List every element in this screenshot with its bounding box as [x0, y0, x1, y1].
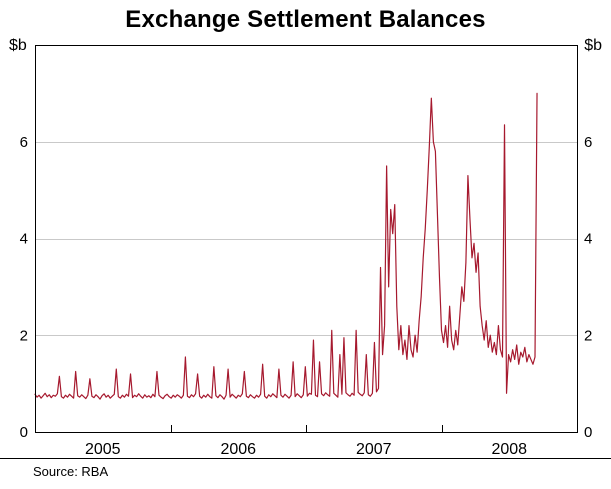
y-tick-labels-right: 0 2 4 6 [584, 134, 592, 441]
y-tick-labels-left: 0 2 4 6 [20, 134, 28, 441]
y-axis-unit-right: $b [584, 37, 602, 54]
footer-rule [0, 458, 611, 459]
x-tick-marks [171, 425, 443, 432]
y-tick-label: 0 [20, 424, 28, 441]
y-tick-label: 2 [584, 327, 592, 344]
x-tick-labels: 2005 2006 2007 2008 [85, 441, 527, 458]
y-axis-unit-left: $b [9, 37, 27, 54]
source-note: Source: RBA [33, 464, 109, 479]
plot-border [35, 45, 578, 433]
y-tick-label: 6 [584, 134, 592, 151]
x-tick-label: 2008 [491, 441, 527, 458]
gridlines [35, 142, 577, 336]
x-tick-label: 2006 [220, 441, 256, 458]
y-tick-label: 0 [584, 424, 592, 441]
x-tick-label: 2005 [85, 441, 121, 458]
series-line-group [34, 92, 538, 400]
chart-title: Exchange Settlement Balances [125, 6, 486, 33]
y-tick-label: 4 [20, 231, 28, 248]
x-tick-label: 2007 [356, 441, 392, 458]
es-balances-line [34, 92, 538, 400]
y-tick-label: 2 [20, 327, 28, 344]
y-tick-label: 6 [20, 134, 28, 151]
y-tick-label: 4 [584, 231, 592, 248]
